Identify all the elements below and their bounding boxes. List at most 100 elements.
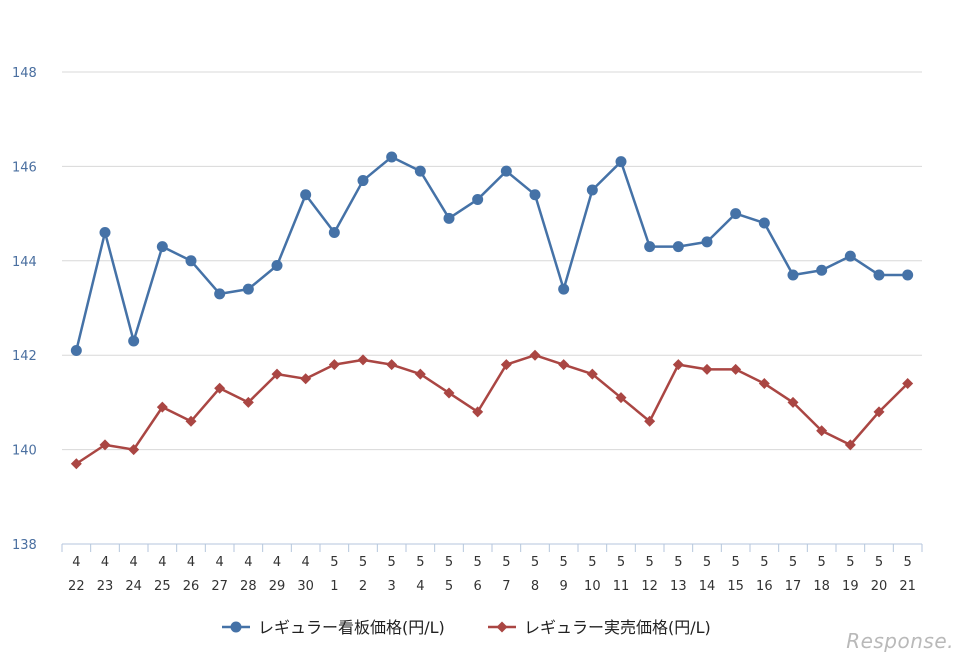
x-tick-day: 8 — [531, 579, 539, 594]
x-tick-month: 5 — [703, 555, 711, 570]
x-tick-day: 23 — [97, 579, 114, 594]
data-point — [328, 359, 340, 371]
y-axis: 138 140 142 144 146 148 — [12, 66, 37, 553]
x-tick-day: 1 — [330, 579, 338, 594]
data-point — [414, 165, 426, 177]
data-point — [300, 189, 312, 201]
x-tick-day: 19 — [842, 579, 859, 594]
x-tick-month: 5 — [588, 555, 596, 570]
data-point — [443, 387, 455, 399]
data-point — [615, 156, 627, 168]
data-point — [128, 444, 140, 456]
legend-item-1[interactable]: レギュラー看板価格(円/L) — [222, 618, 445, 637]
data-point — [99, 226, 111, 238]
data-point — [730, 208, 742, 220]
x-tick-month: 5 — [416, 555, 424, 570]
data-point — [730, 363, 742, 375]
x-tick-month: 4 — [130, 555, 138, 570]
data-point — [529, 349, 541, 361]
data-point — [472, 406, 484, 418]
x-tick-month: 4 — [101, 555, 109, 570]
data-point — [386, 151, 398, 163]
x-tick-day: 16 — [756, 579, 773, 594]
data-point — [214, 288, 226, 300]
x-tick-day: 25 — [154, 579, 171, 594]
data-point — [328, 226, 340, 238]
data-point — [701, 363, 713, 375]
data-point — [414, 368, 426, 380]
data-point — [644, 241, 656, 253]
x-tick-month: 5 — [502, 555, 510, 570]
data-point — [271, 368, 283, 380]
x-tick-day: 5 — [445, 579, 453, 594]
x-tick-month: 4 — [244, 555, 252, 570]
series-2 — [70, 349, 914, 470]
data-point — [644, 415, 656, 427]
series-group — [70, 151, 914, 470]
x-tick-day: 6 — [474, 579, 482, 594]
data-point — [844, 439, 856, 451]
data-point — [70, 458, 82, 470]
y-tick-label: 146 — [12, 160, 37, 175]
data-point — [300, 373, 312, 385]
x-tick-month: 4 — [302, 555, 310, 570]
y-tick-label: 140 — [12, 444, 37, 459]
legend-label: レギュラー実売価格(円/L) — [524, 618, 711, 637]
data-point — [787, 396, 799, 408]
x-tick-day: 18 — [813, 579, 830, 594]
x-tick-month: 5 — [818, 555, 826, 570]
data-point — [443, 212, 455, 224]
data-point — [185, 415, 197, 427]
data-point — [902, 378, 914, 390]
data-point — [758, 378, 770, 390]
data-point — [357, 354, 369, 366]
legend-item-2[interactable]: レギュラー実売価格(円/L) — [488, 618, 711, 637]
x-tick-day: 13 — [670, 579, 687, 594]
data-point — [701, 236, 713, 248]
x-tick-day: 29 — [269, 579, 286, 594]
x-tick-day: 30 — [297, 579, 314, 594]
data-point — [844, 250, 856, 262]
y-tick-label: 148 — [12, 66, 37, 81]
legend-label: レギュラー看板価格(円/L) — [258, 618, 445, 637]
x-tick-month: 5 — [789, 555, 797, 570]
x-tick-day: 7 — [502, 579, 510, 594]
x-tick-month: 5 — [560, 555, 568, 570]
data-point — [586, 184, 598, 196]
x-tick-month: 5 — [330, 555, 338, 570]
data-point — [156, 401, 168, 413]
gridlines — [62, 71, 922, 451]
x-tick-month: 5 — [617, 555, 625, 570]
data-point — [472, 193, 484, 205]
x-tick-month: 4 — [158, 555, 166, 570]
data-point — [271, 260, 283, 272]
x-tick-day: 15 — [727, 579, 744, 594]
x-tick-month: 4 — [72, 555, 80, 570]
data-point — [758, 217, 770, 229]
series-line — [75, 155, 908, 351]
data-point — [185, 255, 197, 267]
x-tick-day: 4 — [416, 579, 424, 594]
x-tick-month: 5 — [760, 555, 768, 570]
data-point — [672, 359, 684, 371]
x-tick-month: 5 — [846, 555, 854, 570]
x-tick-day: 26 — [183, 579, 200, 594]
data-point — [242, 396, 254, 408]
x-tick-day: 20 — [871, 579, 888, 594]
legend[interactable]: レギュラー看板価格(円/L) レギュラー実売価格(円/L) — [222, 618, 711, 637]
data-point — [586, 368, 598, 380]
x-tick-day: 14 — [699, 579, 716, 594]
data-point — [214, 382, 226, 394]
series-line — [75, 353, 909, 465]
data-point — [558, 359, 570, 371]
data-point — [386, 359, 398, 371]
x-tick-month: 5 — [904, 555, 912, 570]
x-tick-month: 5 — [732, 555, 740, 570]
x-tick-day: 3 — [388, 579, 396, 594]
x-tick-day: 24 — [125, 579, 142, 594]
data-point — [816, 264, 828, 276]
x-tick-month: 4 — [187, 555, 195, 570]
y-tick-label: 142 — [12, 349, 37, 364]
x-tick-month: 5 — [445, 555, 453, 570]
